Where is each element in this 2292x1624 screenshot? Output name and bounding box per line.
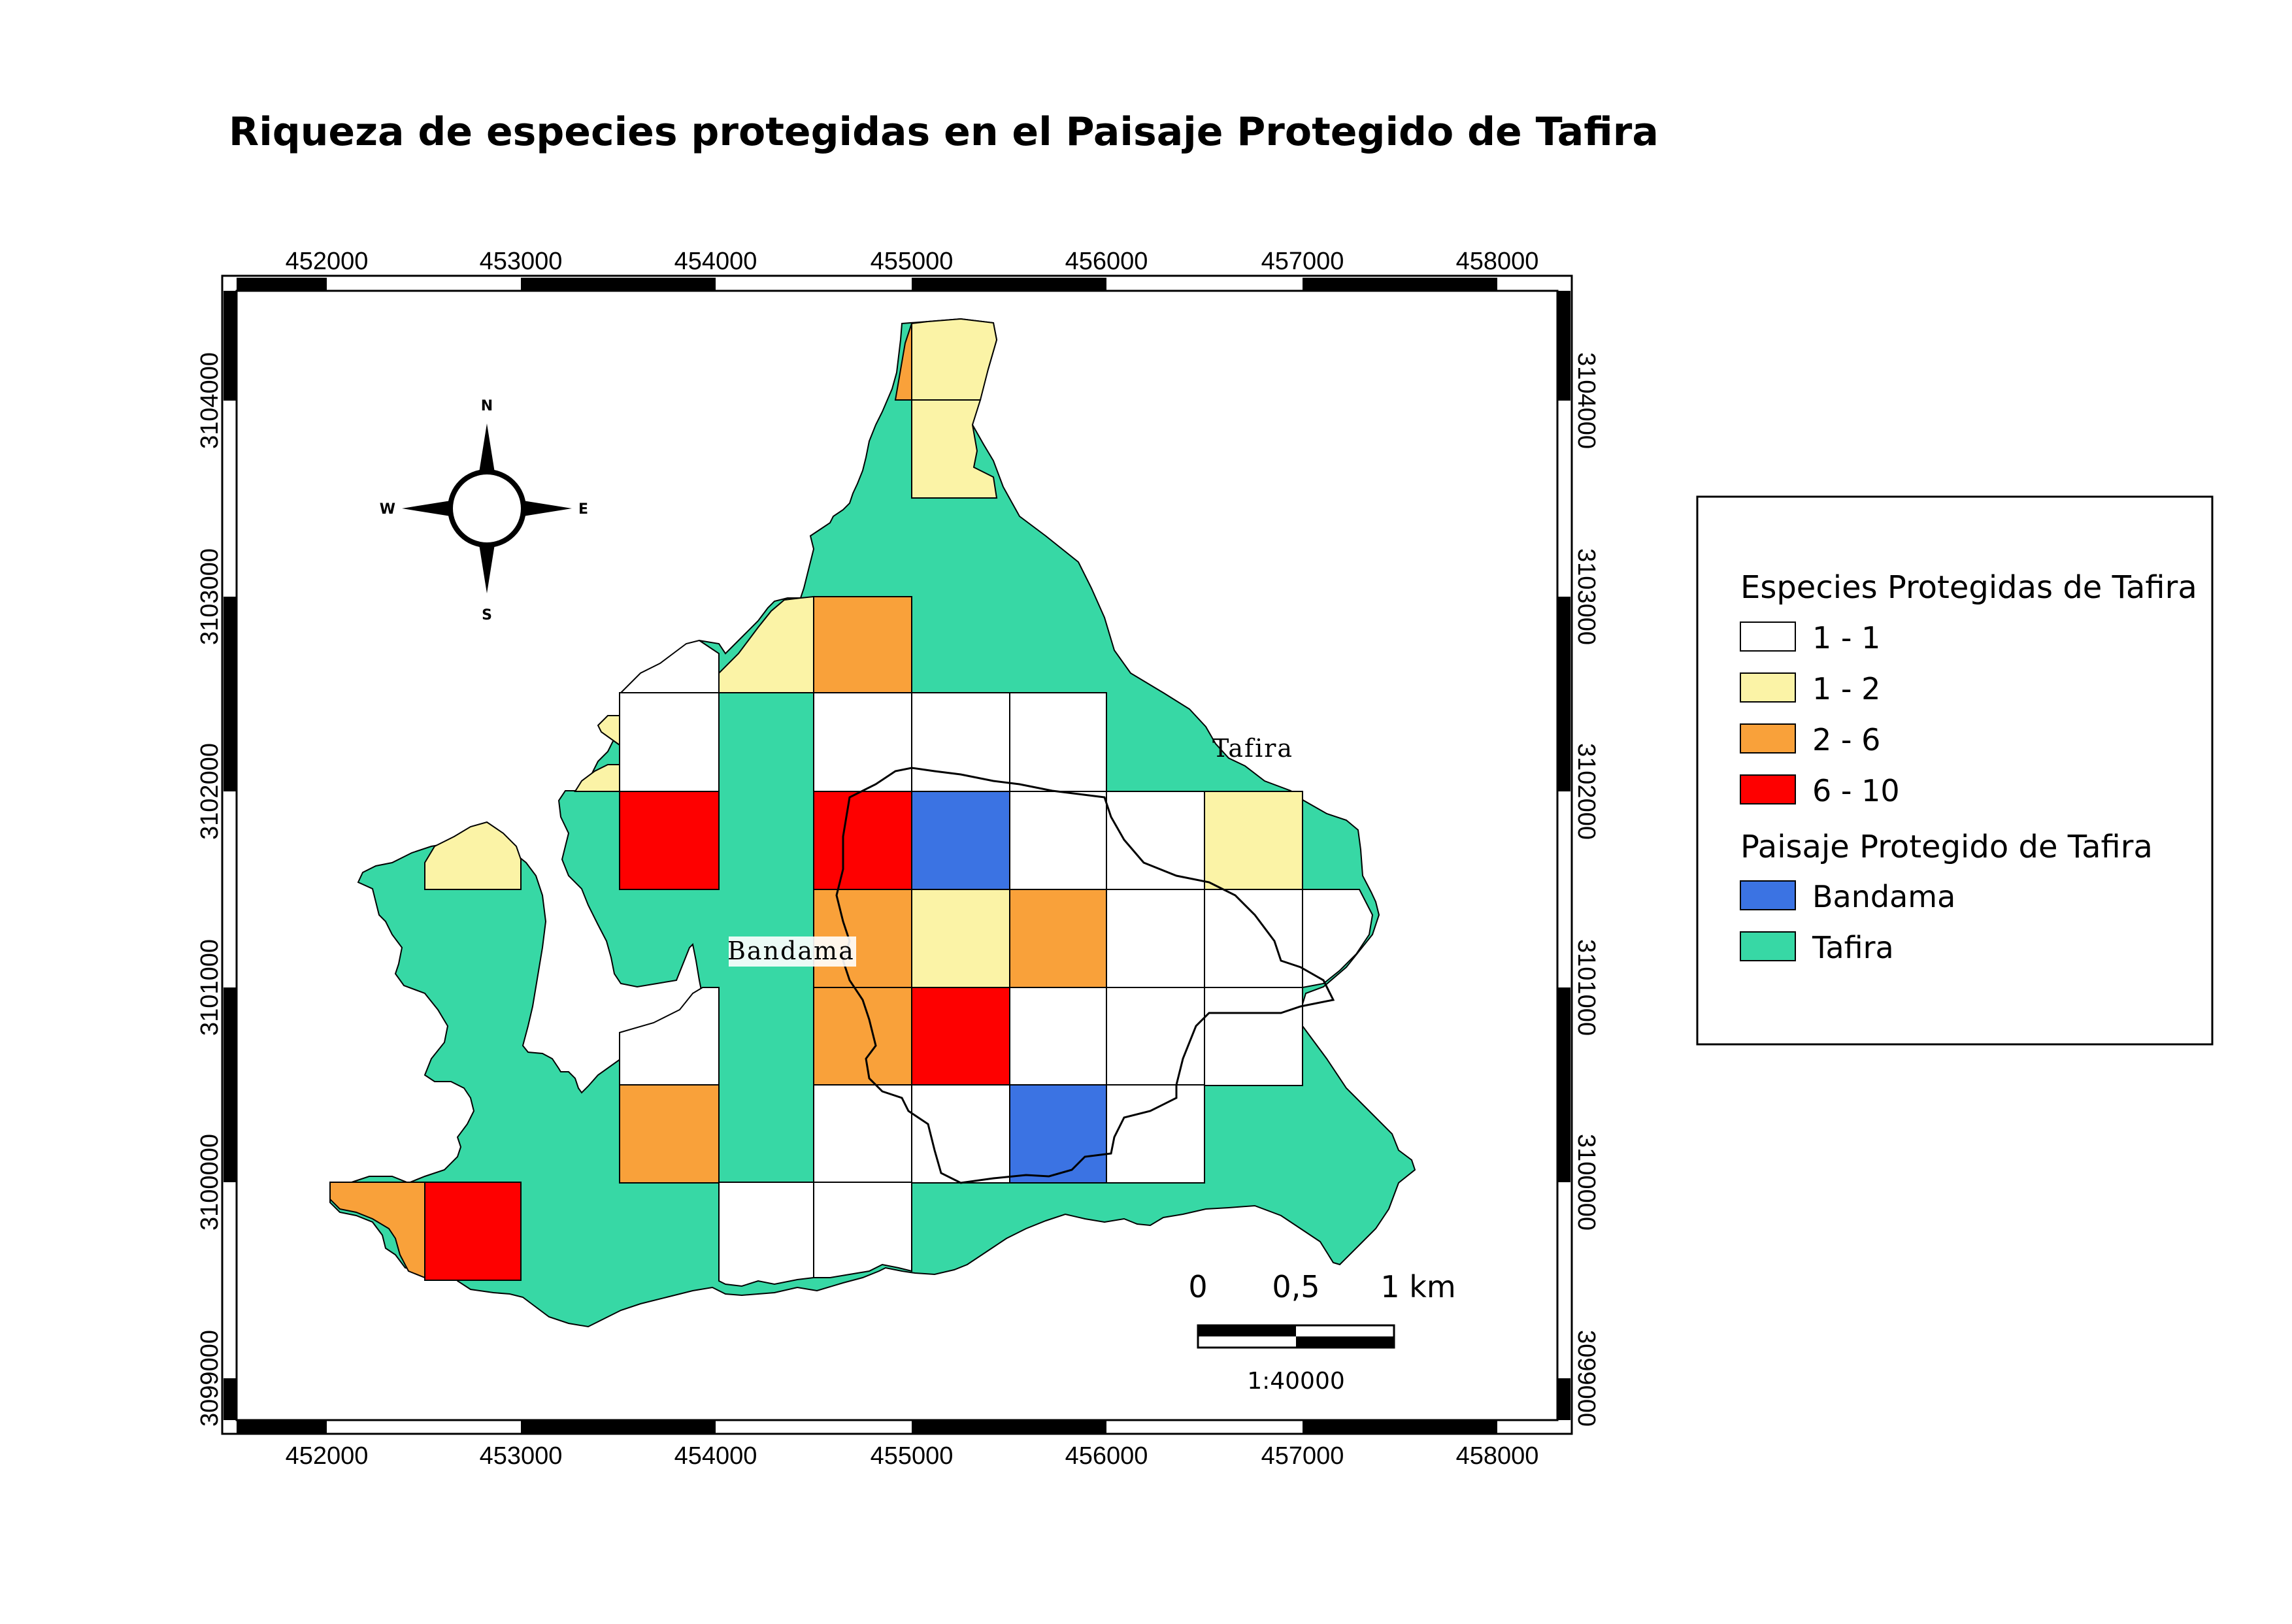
y-tick-label: 3104000 bbox=[1572, 352, 1600, 449]
legend-swatch bbox=[1740, 672, 1796, 703]
x-tick-label: 453000 bbox=[480, 248, 563, 275]
grid-cell-white bbox=[1204, 889, 1303, 988]
legend-swatch bbox=[1740, 931, 1796, 961]
grid-cell-yellow bbox=[911, 889, 1010, 988]
grid-cell-white bbox=[619, 692, 720, 792]
grid-cell-bandama bbox=[911, 791, 1010, 890]
grid-cell-yellow bbox=[1204, 791, 1303, 890]
legend-title-species: Especies Protegidas de Tafira bbox=[1740, 569, 2197, 606]
scale-label-0: 0 bbox=[1188, 1269, 1207, 1304]
compass-letter-e: E bbox=[578, 501, 588, 518]
scale-bar-segment bbox=[1296, 1336, 1394, 1348]
map-title: Riqueza de especies protegidas en el Pai… bbox=[229, 109, 1659, 155]
grid-cell-yellow bbox=[424, 821, 522, 890]
y-tick-label: 3103000 bbox=[196, 548, 224, 645]
scale-label-mid: 0,5 bbox=[1272, 1269, 1320, 1304]
legend-swatch bbox=[1740, 621, 1796, 652]
scale-label-end: 1 km bbox=[1380, 1269, 1455, 1304]
grid-cell-red bbox=[911, 987, 1010, 1086]
compass-needles bbox=[402, 423, 572, 593]
grid-cell-white bbox=[718, 1182, 814, 1287]
place-label-bandama-group: Bandama bbox=[727, 936, 856, 967]
place-label-tafira: Tafira bbox=[1212, 734, 1293, 763]
grid-cell-white bbox=[1106, 987, 1205, 1086]
y-tick-label: 3102000 bbox=[1572, 743, 1600, 840]
x-tick-label: 455000 bbox=[871, 248, 954, 275]
grid-cell-yellow bbox=[911, 399, 998, 499]
x-tick-label: 456000 bbox=[1065, 1442, 1148, 1470]
grid-cell-white bbox=[1009, 987, 1107, 1086]
grid-cell-white bbox=[619, 639, 720, 693]
grid-cell-white bbox=[1106, 889, 1205, 988]
x-axis-top: 452000 453000 454000 455000 456000 45700… bbox=[286, 248, 1539, 275]
bandama-boundary bbox=[835, 767, 1335, 1184]
y-axis-right: 3104000 3103000 3102000 3101000 3100000 … bbox=[1572, 352, 1600, 1427]
legend-title-landscape: Paisaje Protegido de Tafira bbox=[1740, 829, 2153, 865]
legend-swatch bbox=[1740, 774, 1796, 804]
grid-cell-white bbox=[1106, 1084, 1205, 1184]
x-tick-label: 453000 bbox=[480, 1442, 563, 1470]
grid-cell-red bbox=[813, 791, 912, 890]
grid-cell-white bbox=[1204, 987, 1303, 1086]
scale-bar: 0 0,5 1 km 1:40000 bbox=[1188, 1269, 1455, 1395]
x-tick-label: 452000 bbox=[286, 1442, 369, 1470]
grid-cell-red bbox=[424, 1182, 522, 1281]
grid-cell-white bbox=[1009, 692, 1107, 792]
legend-swatch bbox=[1740, 723, 1796, 754]
y-tick-label: 3100000 bbox=[196, 1134, 224, 1231]
grid-cell-bandama bbox=[1009, 1084, 1107, 1184]
x-axis-bottom: 452000 453000 454000 455000 456000 45700… bbox=[286, 1442, 1539, 1470]
y-tick-label: 3099000 bbox=[1572, 1330, 1600, 1427]
x-tick-label: 455000 bbox=[871, 1442, 954, 1470]
scale-bar-segment bbox=[1198, 1325, 1296, 1336]
grid-cell-white bbox=[813, 1182, 912, 1278]
legend-label: 6 - 10 bbox=[1812, 773, 1900, 808]
grid-cell-yellow bbox=[911, 318, 998, 401]
x-tick-label: 457000 bbox=[1261, 1442, 1344, 1470]
y-tick-label: 3101000 bbox=[1572, 939, 1600, 1036]
legend-label: Bandama bbox=[1812, 879, 1955, 914]
legend-label: 1 - 2 bbox=[1812, 671, 1880, 706]
species-grid bbox=[329, 318, 1374, 1287]
y-tick-label: 3102000 bbox=[196, 743, 224, 840]
x-tick-label: 454000 bbox=[674, 1442, 757, 1470]
x-tick-label: 452000 bbox=[286, 248, 369, 275]
grid-cell-white bbox=[1302, 889, 1374, 989]
compass-letter-s: S bbox=[482, 607, 492, 623]
x-tick-label: 457000 bbox=[1261, 248, 1344, 275]
legend-label: Tafira bbox=[1812, 930, 1894, 965]
legend-label: 1 - 1 bbox=[1812, 620, 1880, 655]
x-tick-label: 458000 bbox=[1456, 248, 1539, 275]
north-arrow: N S E W bbox=[380, 398, 588, 623]
grid-cell-red bbox=[619, 791, 720, 890]
grid-cell-white bbox=[1009, 791, 1107, 890]
grid-cell-yellow bbox=[718, 595, 814, 693]
compass-letter-w: W bbox=[380, 501, 395, 518]
legend-label: 2 - 6 bbox=[1812, 722, 1880, 757]
grid-cell-white bbox=[1106, 791, 1205, 890]
legend-swatch bbox=[1740, 880, 1796, 910]
x-tick-label: 454000 bbox=[674, 248, 757, 275]
grid-cell-yellow bbox=[597, 715, 620, 746]
y-tick-label: 3104000 bbox=[196, 352, 224, 449]
grid-cell-orange bbox=[1009, 889, 1107, 988]
grid-cell-white bbox=[911, 1084, 1010, 1184]
grid-cell-white bbox=[813, 692, 912, 792]
grid-cell-orange bbox=[813, 596, 912, 694]
x-tick-label: 456000 bbox=[1065, 248, 1148, 275]
place-label-bandama: Bandama bbox=[727, 936, 855, 965]
y-tick-label: 3103000 bbox=[1572, 548, 1600, 645]
grid-cell-white bbox=[911, 692, 1010, 792]
y-tick-label: 3101000 bbox=[196, 939, 224, 1036]
grid-cell-orange bbox=[619, 1084, 720, 1184]
y-tick-label: 3100000 bbox=[1572, 1134, 1600, 1231]
legend: Especies Protegidas de Tafira 1 - 1 1 - … bbox=[1696, 495, 2214, 1046]
compass-letter-n: N bbox=[481, 398, 493, 414]
scale-ratio: 1:40000 bbox=[1247, 1368, 1345, 1395]
x-tick-label: 458000 bbox=[1456, 1442, 1539, 1470]
grid-cell-white bbox=[813, 1084, 912, 1184]
y-tick-label: 3099000 bbox=[196, 1330, 224, 1427]
y-axis-left: 3104000 3103000 3102000 3101000 3100000 … bbox=[196, 352, 224, 1427]
